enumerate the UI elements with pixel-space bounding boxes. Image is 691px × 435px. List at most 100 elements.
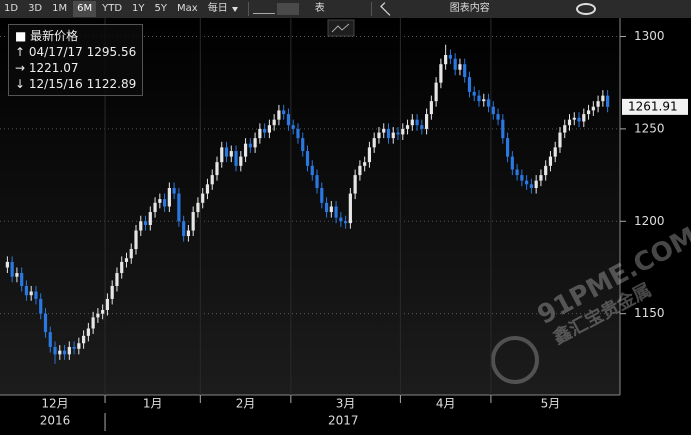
candle-body (120, 261, 124, 274)
candle-body (520, 175, 524, 181)
candle-body (372, 138, 376, 148)
candle-body (129, 249, 133, 259)
candle-body (415, 119, 419, 126)
candle-body (115, 273, 119, 286)
candle-body (82, 335, 86, 344)
range-button[interactable]: 3D (28, 3, 43, 14)
candle-body (139, 221, 143, 231)
candle-body (463, 64, 467, 78)
collapse-button[interactable] (379, 2, 394, 16)
candle-body (501, 119, 505, 139)
candle-body (467, 77, 472, 92)
line-chart-icon[interactable] (252, 5, 275, 14)
candle-body (563, 125, 567, 133)
candle-body (491, 106, 495, 115)
candle-body (205, 184, 210, 194)
legend-high-date: 04/17/17 (28, 45, 83, 59)
candle-body (53, 346, 57, 355)
candle-body (310, 165, 314, 176)
candle-body (239, 156, 243, 166)
x-tick-label: 12月 (41, 397, 68, 411)
candle-body (172, 188, 176, 194)
candle-body (177, 193, 181, 222)
candle-body (458, 64, 462, 70)
settings-button[interactable] (575, 3, 596, 15)
chart-type-button[interactable] (327, 19, 355, 37)
candle-body (191, 212, 195, 231)
range-button[interactable]: Max (177, 3, 198, 14)
separator (370, 2, 372, 16)
candle-body (253, 138, 257, 148)
dropdown-arrow (231, 6, 238, 12)
separator (247, 2, 249, 16)
x-tick-label: 4月 (436, 397, 456, 411)
candle-body (315, 175, 319, 189)
candle-body (258, 128, 262, 139)
candle-body (391, 132, 395, 139)
candle-body (606, 95, 610, 107)
year-label: 2017 (328, 414, 359, 428)
range-button[interactable]: 1D (4, 3, 19, 14)
x-tick-label: 1月 (143, 397, 163, 411)
candle-body (510, 156, 514, 170)
candle-body (505, 138, 510, 157)
candle-icon[interactable] (276, 3, 299, 15)
candle-body (58, 350, 62, 355)
last-value-label: 1261.91 (628, 99, 678, 113)
candle-body (434, 82, 438, 102)
candle-body (472, 91, 476, 96)
candle-body (548, 156, 553, 166)
candle-body (267, 125, 271, 133)
candle-body (62, 350, 67, 355)
candle-body (186, 230, 191, 237)
candle-body (439, 64, 443, 83)
candle-body (134, 230, 138, 250)
range-button[interactable]: 6M (73, 1, 97, 17)
candle-body (334, 206, 338, 218)
candle-body (301, 138, 305, 152)
candle-body (320, 188, 324, 203)
candle-body (29, 291, 33, 296)
candle-body (448, 54, 453, 59)
candle-body (77, 343, 81, 349)
frequency-dropdown[interactable]: 每日 (207, 3, 228, 14)
table-button[interactable]: 表 (314, 3, 325, 14)
candle-body (34, 291, 38, 299)
candle-body (363, 162, 367, 166)
candle-body (582, 114, 586, 122)
candle-body (43, 313, 48, 333)
candle-body (525, 180, 529, 185)
legend-average: 1221.07 (28, 61, 79, 75)
candle-body (424, 114, 429, 129)
candle-body (496, 114, 500, 120)
candle-body (358, 165, 362, 176)
candle-body (544, 165, 548, 176)
candle-body (405, 125, 410, 129)
candle-body (72, 346, 76, 349)
candle-body (401, 128, 405, 135)
range-button[interactable]: 1Y (132, 3, 145, 14)
candle-body (86, 328, 90, 336)
candle-body (539, 175, 543, 181)
candle-body (153, 202, 157, 213)
candle-body (382, 128, 386, 133)
candle-body (167, 188, 171, 207)
candle-body (196, 202, 200, 213)
range-button[interactable]: 1M (52, 3, 68, 14)
candle-body (148, 212, 152, 225)
candle-body (282, 110, 286, 115)
candle-body (410, 119, 414, 126)
candle-body (529, 184, 533, 189)
candle-body (558, 132, 562, 148)
candle-body (210, 175, 214, 185)
candle-body (220, 147, 224, 163)
candle-body (567, 119, 572, 126)
candle-body (377, 132, 381, 139)
range-button[interactable]: 5Y (154, 3, 168, 14)
range-button[interactable]: YTD (102, 3, 123, 14)
candle-body (386, 128, 391, 139)
legend: ■ 最新价格 ↑ 04/17/17 1295.56 → 1221.07 ↓ 12… (8, 24, 144, 96)
candle-body (482, 99, 486, 102)
content-button[interactable]: 图表内容 (449, 3, 490, 14)
